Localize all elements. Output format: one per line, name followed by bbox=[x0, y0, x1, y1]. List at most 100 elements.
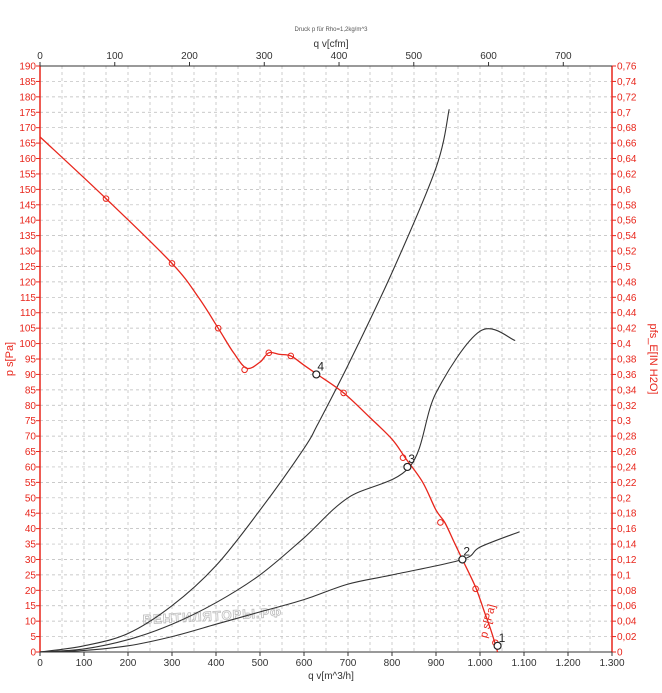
y2-tick-label: 0,42 bbox=[617, 324, 637, 335]
y2-tick-label: 0,54 bbox=[617, 231, 637, 242]
fan-curve-marker bbox=[340, 389, 347, 397]
y2-tick-label: 0,46 bbox=[617, 293, 637, 304]
y2-tick-label: 0,48 bbox=[617, 277, 637, 288]
operating-point-label: 2 bbox=[463, 544, 470, 558]
axes bbox=[36, 62, 616, 656]
x-tick-label: 0 bbox=[37, 658, 43, 669]
operating-point-label: 3 bbox=[408, 452, 415, 466]
y-tick-label: 40 bbox=[25, 524, 37, 535]
y-tick-label: 160 bbox=[19, 154, 36, 165]
y2-tick-label: 0,16 bbox=[617, 524, 637, 535]
y-tick-label: 180 bbox=[19, 92, 36, 103]
x2-tick-label: 600 bbox=[480, 51, 497, 62]
y-tick-label: 130 bbox=[19, 247, 36, 258]
y-tick-label: 5 bbox=[30, 632, 36, 643]
fan-curve-marker bbox=[472, 585, 479, 593]
y-tick-label: 80 bbox=[25, 401, 37, 412]
fan-curve-marker bbox=[241, 366, 248, 374]
y2-tick-label: 0,12 bbox=[617, 555, 637, 566]
y-tick-label: 100 bbox=[19, 339, 36, 350]
x-tick-label: 700 bbox=[340, 658, 357, 669]
x-tick-label: 500 bbox=[252, 658, 269, 669]
fan-curve-marker bbox=[287, 352, 295, 360]
y-tick-label: 15 bbox=[25, 601, 37, 612]
y-tick-label: 165 bbox=[19, 139, 36, 150]
y-tick-label: 10 bbox=[25, 617, 37, 628]
x2-tick-label: 200 bbox=[181, 51, 198, 62]
x-tick-label: 200 bbox=[120, 658, 137, 669]
y2-tick-label: 0,32 bbox=[617, 401, 637, 412]
y-tick-label: 150 bbox=[19, 185, 36, 196]
operating-point-marker bbox=[493, 641, 502, 650]
y-tick-label: 175 bbox=[19, 108, 36, 119]
y2-tick-label: 0,62 bbox=[617, 169, 637, 180]
watermark: ВЕНТИЛЯТОРЫ.РФ bbox=[142, 605, 282, 627]
y-tick-label: 105 bbox=[19, 324, 36, 335]
y-tick-label: 50 bbox=[25, 493, 37, 504]
y2-tick-label: 0,66 bbox=[617, 139, 637, 150]
operating-point-label: 1 bbox=[499, 631, 506, 645]
y2-tick-label: 0,58 bbox=[617, 200, 637, 211]
y2-tick-label: 0,76 bbox=[617, 62, 637, 73]
series bbox=[39, 109, 520, 653]
y2-tick-label: 0,1 bbox=[617, 570, 631, 581]
y-tick-label: 0 bbox=[30, 648, 36, 659]
system-curve-line bbox=[39, 531, 520, 653]
x-axis-title: q v[m^3/h] bbox=[308, 671, 354, 682]
y2-tick-label: 0,52 bbox=[617, 247, 637, 258]
y-tick-label: 70 bbox=[25, 432, 37, 443]
system-curve-line bbox=[39, 328, 516, 653]
y-tick-label: 110 bbox=[20, 308, 36, 319]
fan-curve-marker bbox=[437, 519, 444, 526]
x-tick-label: 300 bbox=[164, 658, 181, 669]
y2-tick-label: 0,72 bbox=[617, 92, 637, 103]
y2-tick-label: 0,6 bbox=[617, 185, 631, 196]
y2-tick-label: 0,64 bbox=[617, 154, 637, 165]
fan-curve-marker bbox=[265, 349, 273, 357]
y2-tick-label: 0,06 bbox=[617, 601, 637, 612]
tick-labels: 0510152025303540455055606570758085909510… bbox=[19, 51, 637, 669]
y2-tick-label: 0,18 bbox=[617, 509, 637, 520]
x2-tick-label: 700 bbox=[555, 51, 572, 62]
y2-tick-label: 0,38 bbox=[617, 355, 637, 366]
y2-tick-label: 0,36 bbox=[617, 370, 637, 381]
operating-point-label: 4 bbox=[317, 359, 324, 373]
y2-tick-label: 0 bbox=[617, 648, 623, 659]
y-tick-label: 95 bbox=[25, 355, 37, 366]
y-tick-label: 45 bbox=[25, 509, 37, 520]
x-tick-label: 1.000 bbox=[467, 658, 492, 669]
y-tick-label: 170 bbox=[19, 123, 36, 134]
system-curve-line bbox=[39, 109, 450, 653]
x-tick-label: 800 bbox=[384, 658, 401, 669]
operating-points: 1 2 3 4 bbox=[312, 359, 506, 650]
chart-title: Druck p für Rho=1,2kg/m^3 bbox=[294, 27, 368, 33]
y-tick-label: 65 bbox=[25, 447, 37, 458]
y2-tick-label: 0,3 bbox=[617, 416, 631, 427]
x-tick-label: 900 bbox=[428, 658, 445, 669]
x-tick-label: 1.100 bbox=[511, 658, 536, 669]
y2-tick-label: 0,04 bbox=[617, 617, 637, 628]
y2-tick-label: 0,34 bbox=[617, 385, 637, 396]
x-tick-label: 600 bbox=[296, 658, 313, 669]
fan-curve-marker bbox=[168, 260, 176, 267]
x-tick-label: 1.200 bbox=[555, 658, 580, 669]
operating-point-marker bbox=[403, 462, 412, 472]
x2-tick-label: 100 bbox=[106, 51, 123, 62]
y2-tick-label: 0,5 bbox=[617, 262, 631, 273]
x2-tick-label: 0 bbox=[37, 51, 43, 62]
y-tick-label: 30 bbox=[25, 555, 37, 566]
y2-tick-label: 0,28 bbox=[617, 432, 637, 443]
y-tick-label: 120 bbox=[19, 277, 36, 288]
y2-tick-label: 0,7 bbox=[617, 108, 631, 119]
y2-tick-label: 0,24 bbox=[617, 462, 637, 473]
y-tick-label: 155 bbox=[19, 169, 36, 180]
fan-curve-marker bbox=[214, 324, 222, 332]
x-tick-label: 1.300 bbox=[599, 658, 624, 669]
y2-tick-label: 0,2 bbox=[617, 493, 631, 504]
y-tick-label: 115 bbox=[20, 293, 36, 304]
grid bbox=[40, 66, 612, 652]
y-tick-label: 135 bbox=[19, 231, 36, 242]
y-tick-label: 35 bbox=[25, 540, 37, 551]
